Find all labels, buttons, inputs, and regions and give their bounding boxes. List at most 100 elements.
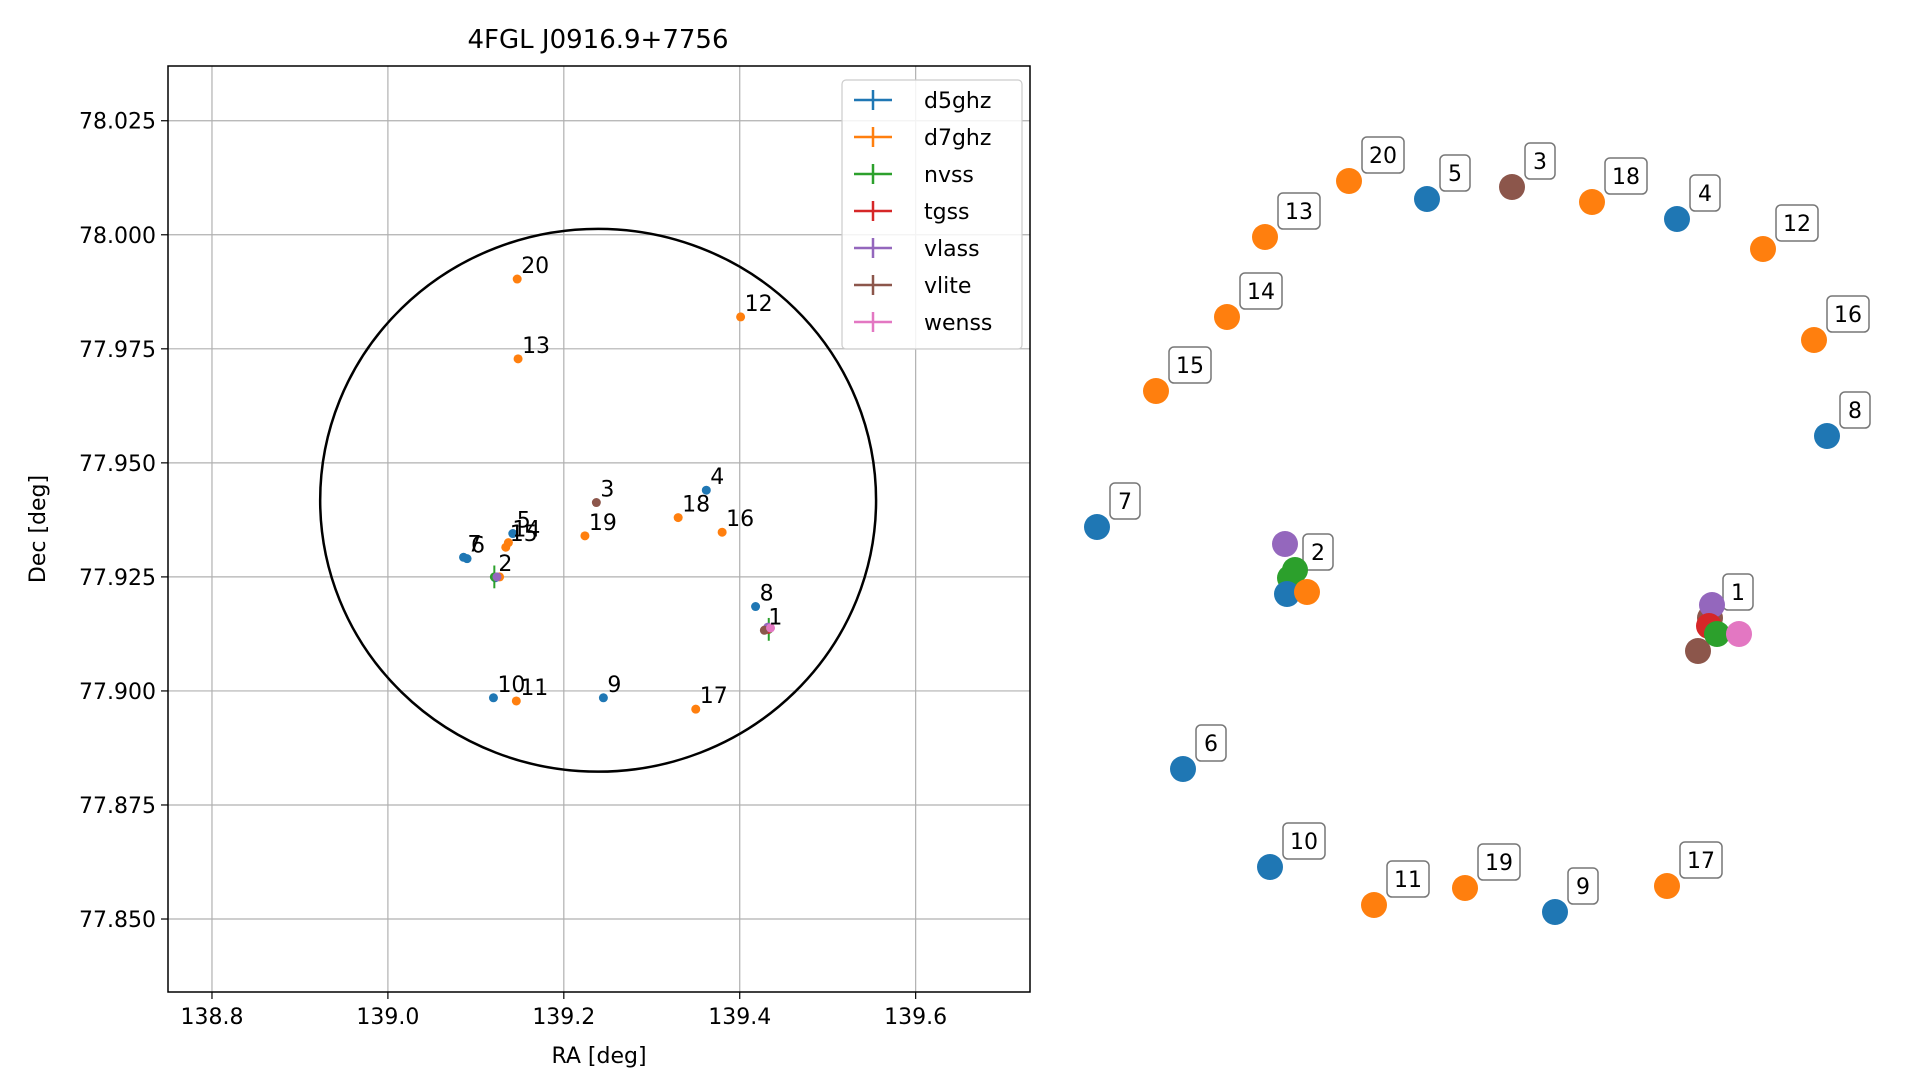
source-marker-d7ghz bbox=[1143, 378, 1169, 404]
data-point-d5ghz bbox=[488, 693, 498, 703]
source-label-box bbox=[1439, 154, 1471, 192]
source-label: 11 bbox=[1394, 868, 1422, 893]
source-label: 5 bbox=[1448, 162, 1462, 187]
data-point-d5ghz bbox=[508, 529, 518, 539]
points-layer bbox=[459, 274, 776, 714]
legend-entry: nvss bbox=[924, 163, 974, 188]
data-point-d5ghz bbox=[701, 485, 711, 495]
cluster-marker-d7ghz bbox=[1294, 579, 1320, 605]
cluster-marker-vlite bbox=[1685, 638, 1711, 664]
cluster-marker-wenss bbox=[1726, 621, 1752, 647]
point-label: 20 bbox=[521, 254, 549, 279]
source-marker-d5ghz bbox=[1414, 186, 1440, 212]
source-marker-d7ghz bbox=[1452, 875, 1478, 901]
x-tick-label: 139.4 bbox=[708, 1005, 771, 1030]
source-label-box bbox=[1567, 867, 1599, 905]
y-tick-label: 78.000 bbox=[79, 224, 156, 249]
source-label: 20 bbox=[1369, 144, 1397, 169]
point-label: 11 bbox=[520, 676, 548, 701]
point-label: 9 bbox=[607, 673, 621, 698]
source-label: 17 bbox=[1687, 849, 1715, 874]
source-label-box bbox=[1826, 295, 1870, 333]
point-label: 15 bbox=[510, 522, 538, 547]
legend-entry: d5ghz bbox=[924, 89, 991, 114]
source-marker-d5ghz bbox=[1084, 514, 1110, 540]
source-label-box bbox=[1282, 822, 1326, 860]
data-point-d5ghz bbox=[598, 693, 608, 703]
source-label: 19 bbox=[1485, 851, 1513, 876]
x-tick-label: 139.2 bbox=[532, 1005, 595, 1030]
data-point-d7ghz bbox=[736, 312, 746, 322]
source-label-box bbox=[1361, 136, 1405, 174]
source-marker-d5ghz bbox=[1170, 756, 1196, 782]
source-label-box bbox=[1839, 391, 1871, 429]
source-marker-d7ghz bbox=[1361, 892, 1387, 918]
data-point-d7ghz bbox=[513, 354, 523, 364]
point-label: 18 bbox=[682, 493, 710, 518]
source-label: 13 bbox=[1285, 200, 1313, 225]
point-label: 5 bbox=[517, 509, 531, 534]
y-axis-label: Dec [deg] bbox=[26, 475, 51, 583]
data-point-d7ghz bbox=[691, 704, 701, 714]
point-label: 12 bbox=[745, 292, 773, 317]
source-label-box bbox=[1477, 843, 1521, 881]
cluster-marker-nvss bbox=[1704, 621, 1730, 647]
point-label: 16 bbox=[726, 507, 754, 532]
legend: d5ghz d7ghz nvss tgss vlass vlite wenss bbox=[841, 79, 1023, 350]
source-label: 12 bbox=[1783, 212, 1811, 237]
point-label: 19 bbox=[589, 511, 617, 536]
source-label: 16 bbox=[1834, 303, 1862, 328]
point-label: 14 bbox=[512, 518, 540, 543]
chart-title: 4FGL J0916.9+7756 bbox=[468, 25, 729, 55]
source-label-box bbox=[1775, 204, 1819, 242]
data-point-d7ghz bbox=[511, 696, 521, 706]
source-label-box bbox=[1195, 724, 1227, 762]
point-label: 6 bbox=[471, 534, 485, 559]
source-label-box bbox=[1689, 174, 1721, 212]
source-label: 15 bbox=[1176, 354, 1204, 379]
data-point-d7ghz bbox=[580, 531, 590, 541]
plot-frame bbox=[167, 65, 1031, 993]
point-label: 7 bbox=[468, 532, 482, 557]
legend-entry: tgss bbox=[924, 200, 970, 225]
point-label: 8 bbox=[760, 582, 774, 607]
source-label-box bbox=[1679, 841, 1723, 879]
data-point-d5ghz bbox=[459, 552, 469, 562]
point-label: 4 bbox=[710, 465, 724, 490]
y-tick-label: 77.925 bbox=[79, 566, 156, 591]
y-tick-label: 77.875 bbox=[79, 794, 156, 819]
legend-entry: d7ghz bbox=[924, 126, 991, 151]
y-tick-label: 77.975 bbox=[79, 338, 156, 363]
point-label: 17 bbox=[700, 684, 728, 709]
y-tick-label: 77.950 bbox=[79, 452, 156, 477]
source-label-box bbox=[1524, 142, 1556, 180]
source-label: 3 bbox=[1533, 150, 1547, 175]
data-point-wenss bbox=[766, 623, 776, 633]
cluster-marker-d5ghz bbox=[1274, 581, 1300, 607]
ticks-layer: 138.8 139.0 139.2 139.4 139.6 77.850 77.875 77.… bbox=[79, 110, 947, 1030]
data-point-d7ghz bbox=[717, 527, 727, 537]
y-tick-label: 77.850 bbox=[79, 908, 156, 933]
data-point-vlass bbox=[492, 572, 502, 582]
cluster-marker-vlass bbox=[1699, 592, 1725, 618]
data-point-d7ghz bbox=[673, 513, 683, 523]
legend-frame bbox=[841, 79, 1023, 350]
source-label: 4 bbox=[1698, 182, 1712, 207]
source-label-box bbox=[1722, 573, 1754, 611]
source-label: 8 bbox=[1848, 399, 1862, 424]
source-label: 9 bbox=[1576, 875, 1590, 900]
cluster-marker-vlass bbox=[1272, 531, 1298, 557]
x-axis-label: RA [deg] bbox=[551, 1044, 646, 1069]
source-marker-d7ghz bbox=[1750, 236, 1776, 262]
source-marker-d5ghz bbox=[1542, 899, 1568, 925]
source-marker-d7ghz bbox=[1252, 224, 1278, 250]
legend-entry: vlass bbox=[924, 237, 980, 262]
legend-entry: vlite bbox=[924, 274, 971, 299]
cluster-marker-nvss bbox=[1282, 557, 1308, 583]
data-point-vlite bbox=[591, 498, 601, 508]
source-marker-d5ghz bbox=[1664, 206, 1690, 232]
source-label: 14 bbox=[1247, 280, 1275, 305]
point-label: 10 bbox=[497, 673, 525, 698]
source-marker-d7ghz bbox=[1654, 873, 1680, 899]
